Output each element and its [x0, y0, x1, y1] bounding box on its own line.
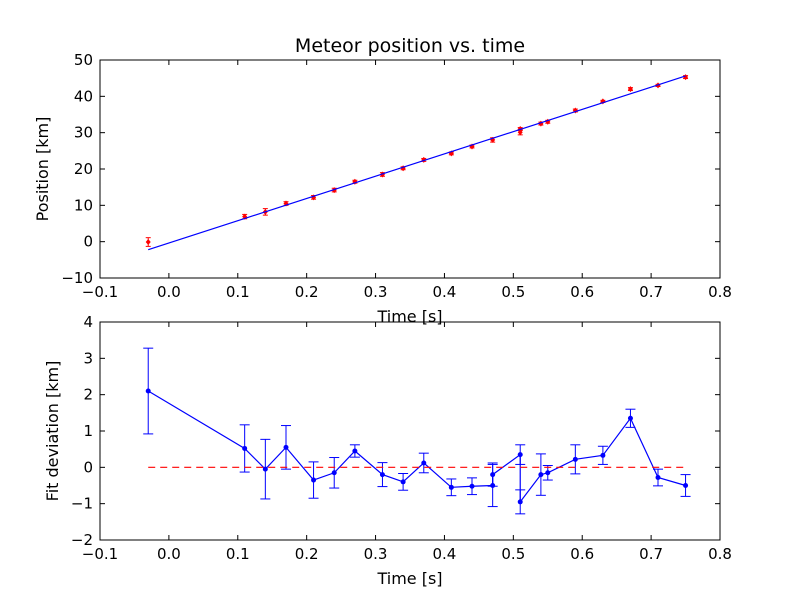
x-tick-label: 0.3	[364, 545, 388, 563]
x-tick-label: 0.4	[433, 545, 457, 563]
x-tick-label: 0.8	[708, 545, 732, 563]
position-plot-marks	[145, 74, 689, 251]
position-plot: Meteor position vs. time −0.1 0.0 0.1 0.2 0.…	[33, 35, 732, 326]
data-point	[517, 499, 523, 505]
y-tick-label: 4	[83, 313, 93, 331]
x-tick-label: 0.2	[295, 283, 319, 301]
y-tick-label: 20	[74, 160, 93, 178]
deviation-plot-frame	[99, 321, 721, 541]
x-tick-label: 0.7	[639, 283, 663, 301]
data-point	[262, 466, 268, 472]
y-tick-label: 2	[83, 386, 93, 404]
data-point	[145, 239, 151, 246]
x-tick-label: 0.6	[570, 283, 594, 301]
data-point	[655, 475, 661, 481]
y-tick-label: −1	[71, 495, 93, 513]
y-tick-label: 40	[74, 87, 93, 105]
x-tick-label: 0.4	[433, 283, 457, 301]
x-tick-label: 0.1	[226, 545, 250, 563]
deviation-plot: −0.1 0.0 0.1 0.2 0.3 0.4 0.5 0.6 0.7 0.8 −2 −1 0 1 2 3 4…	[43, 313, 732, 588]
y-tick-label: −10	[61, 269, 93, 287]
data-point	[490, 472, 496, 478]
x-tick-label: 0.8	[708, 283, 732, 301]
data-point	[242, 445, 248, 451]
x-tick-label: −0.1	[82, 283, 118, 301]
chart-title: Meteor position vs. time	[295, 35, 525, 57]
data-point	[538, 472, 544, 478]
data-point	[283, 444, 289, 450]
deviation-plot-ylabel: Fit deviation [km]	[43, 361, 62, 502]
data-point	[545, 470, 551, 476]
x-tick-label: 0.3	[364, 283, 388, 301]
data-point	[627, 86, 633, 93]
data-point	[627, 415, 633, 421]
x-tick-label: 0.0	[157, 545, 181, 563]
x-tick-label: 0.7	[639, 545, 663, 563]
data-point	[683, 74, 689, 81]
data-point	[311, 477, 317, 483]
data-point	[572, 456, 578, 462]
y-tick-label: 50	[74, 51, 93, 69]
data-point	[469, 483, 475, 489]
data-point	[331, 470, 337, 476]
data-point	[379, 472, 385, 478]
data-point	[517, 129, 523, 136]
x-tick-label: 0.2	[295, 545, 319, 563]
data-point	[400, 479, 406, 485]
y-tick-label: 0	[83, 233, 93, 251]
position-plot-xlabel: Time [s]	[376, 307, 442, 326]
data-point	[448, 484, 454, 490]
y-tick-label: 1	[83, 422, 93, 440]
y-tick-label: 30	[74, 124, 93, 142]
x-tick-label: −0.1	[82, 545, 118, 563]
data-point	[683, 483, 689, 488]
y-tick-label: 0	[83, 458, 93, 476]
data-point	[517, 452, 523, 458]
data-point	[145, 388, 151, 394]
data-point	[421, 460, 427, 466]
deviation-plot-xlabel: Time [s]	[376, 569, 442, 588]
x-tick-label: 0.5	[501, 283, 525, 301]
position-plot-frame	[99, 59, 721, 279]
x-tick-label: 0.5	[501, 545, 525, 563]
y-tick-label: 10	[74, 196, 93, 214]
x-tick-label: 0.0	[157, 283, 181, 301]
fit-line	[148, 75, 686, 251]
position-plot-ylabel: Position [km]	[33, 117, 52, 222]
x-tick-label: 0.6	[570, 545, 594, 563]
y-tick-label: 3	[83, 349, 93, 367]
x-tick-label: 0.1	[226, 283, 250, 301]
data-point	[600, 452, 606, 458]
data-point	[352, 448, 358, 454]
y-tick-label: −2	[71, 531, 93, 549]
deviation-plot-marks	[143, 347, 691, 515]
